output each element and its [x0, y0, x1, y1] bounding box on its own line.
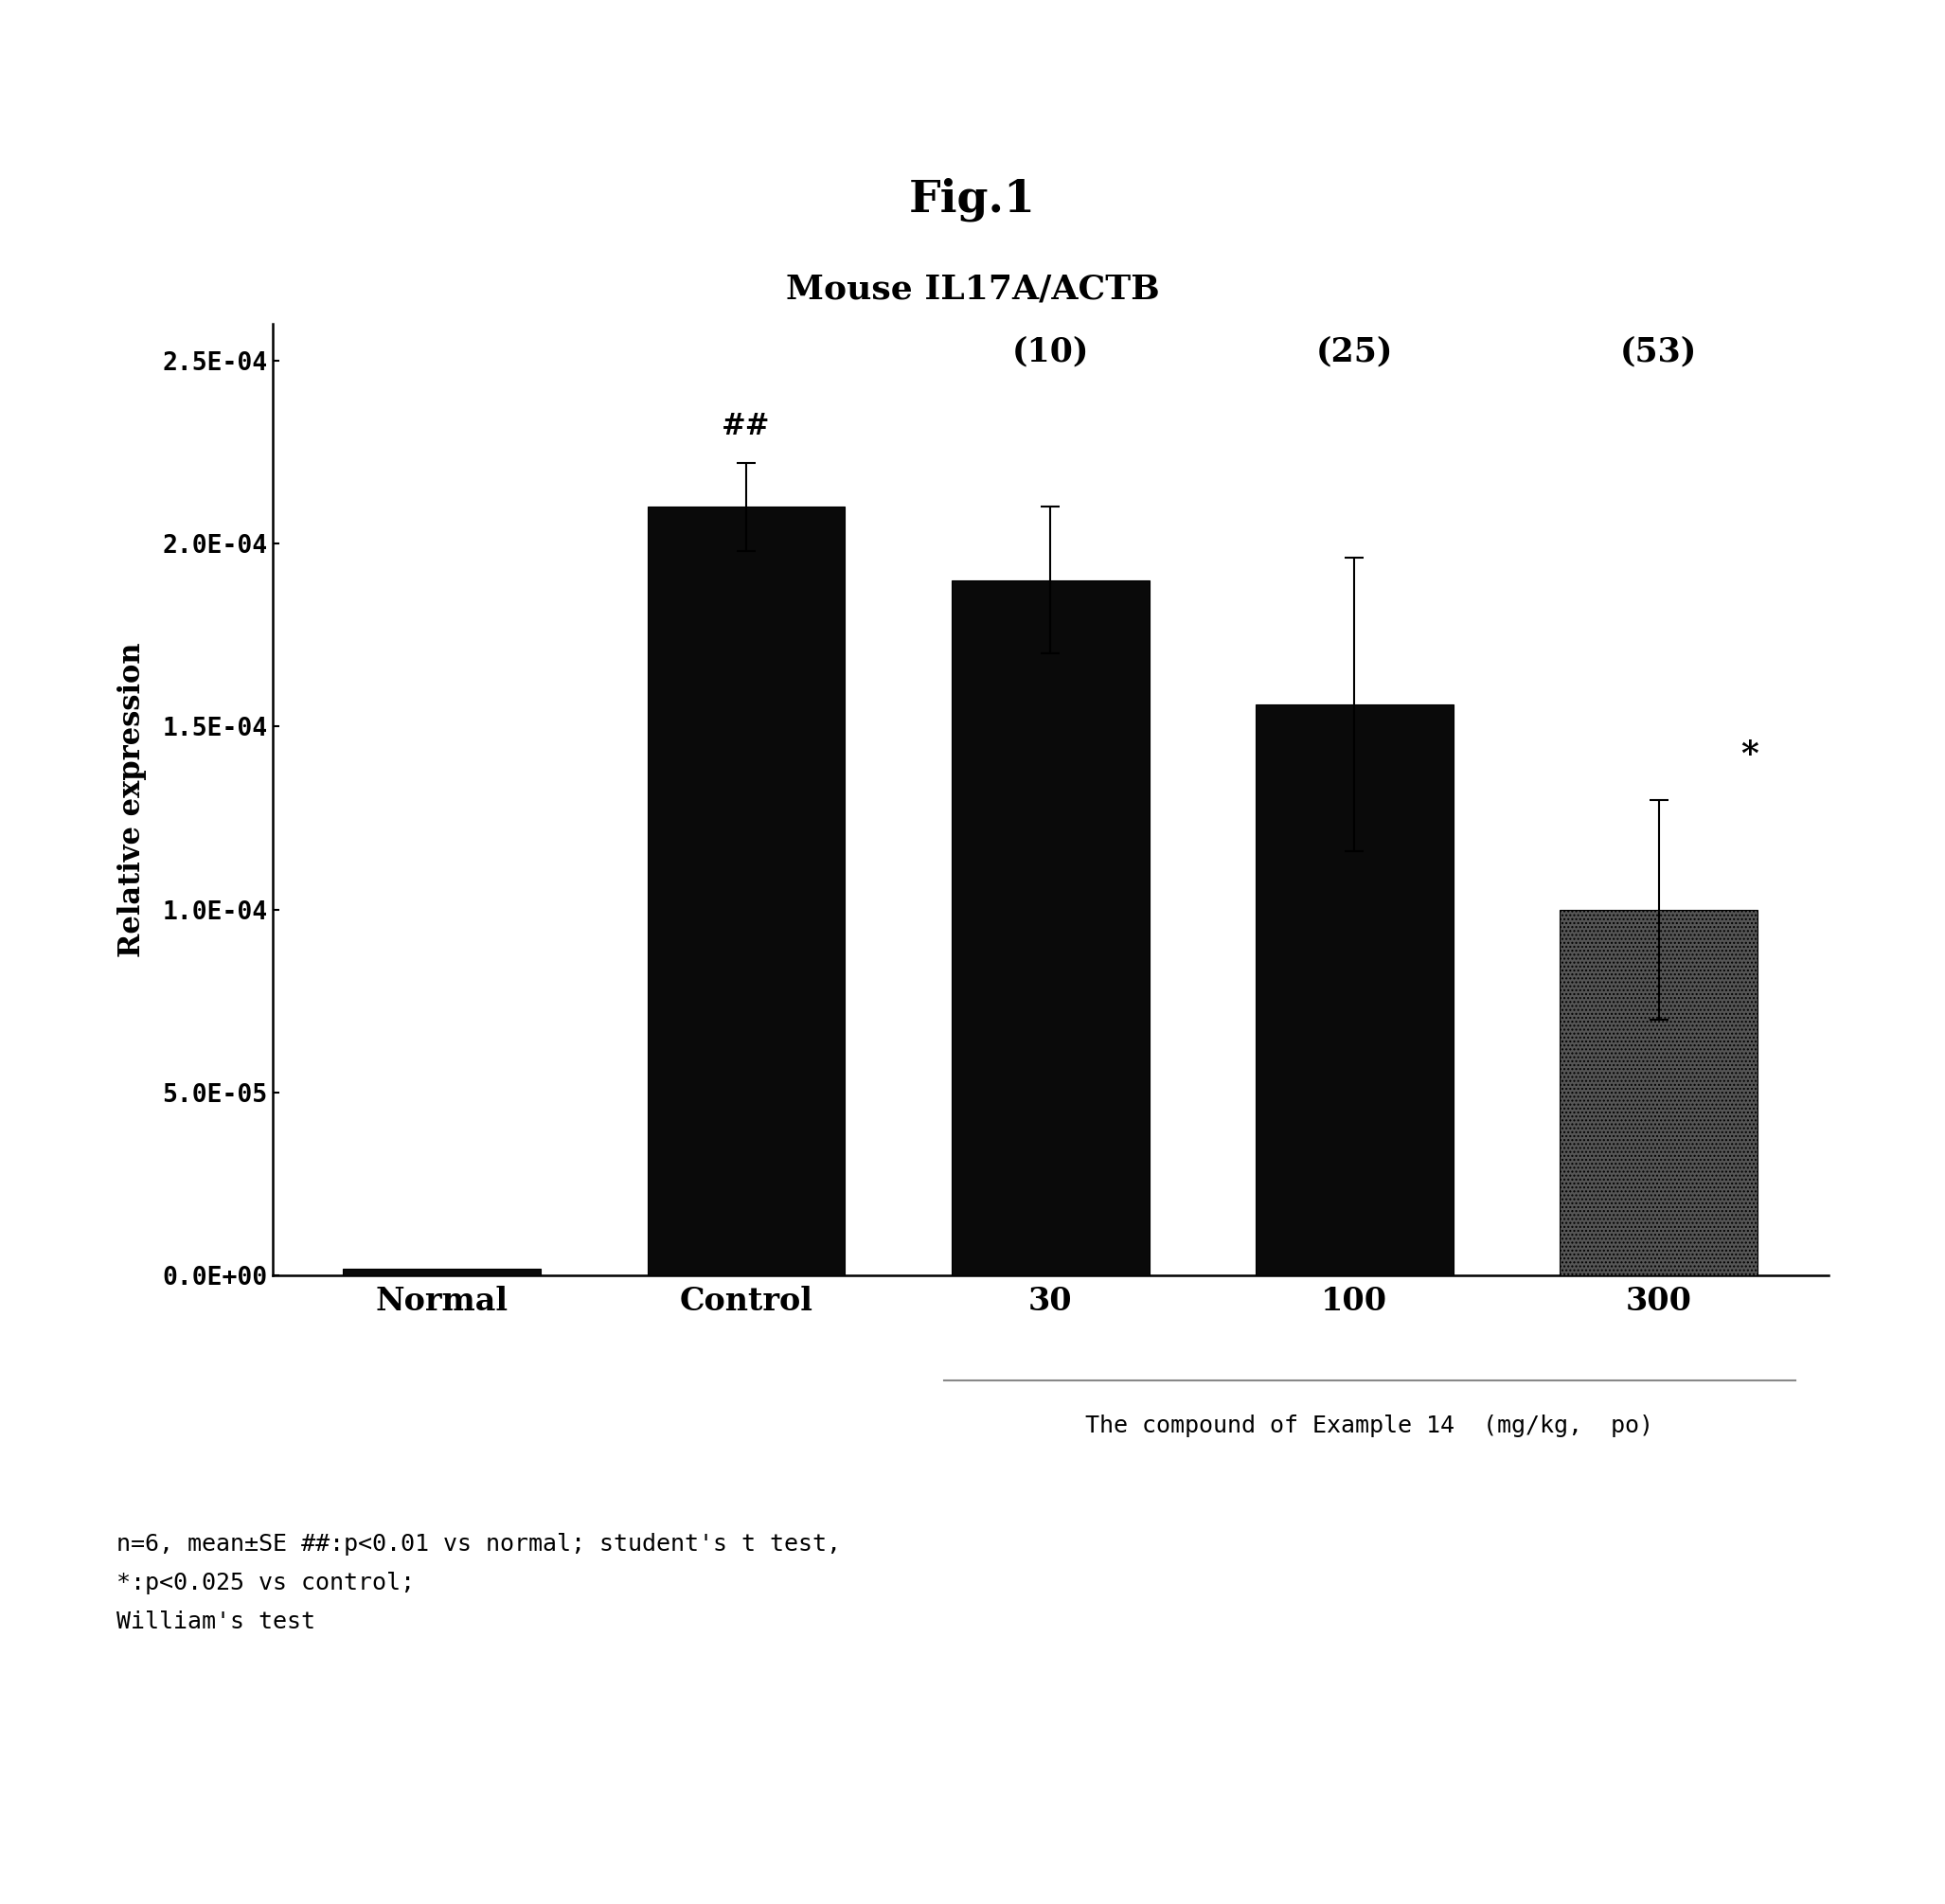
- Text: (25): (25): [1317, 335, 1393, 367]
- Y-axis label: Relative expression: Relative expression: [117, 642, 146, 958]
- Text: Mouse IL17A/ACTB: Mouse IL17A/ACTB: [786, 274, 1159, 305]
- Text: n=6, mean±SE ##:p<0.01 vs normal; student's t test,
*:p<0.025 vs control;
Willia: n=6, mean±SE ##:p<0.01 vs normal; studen…: [117, 1533, 840, 1634]
- Text: *: *: [1741, 739, 1758, 771]
- Text: ##: ##: [722, 411, 770, 442]
- Bar: [648, 506, 844, 1276]
- Bar: [1560, 910, 1758, 1276]
- Bar: [951, 581, 1149, 1276]
- Text: (53): (53): [1620, 335, 1698, 367]
- Text: The compound of Example 14  (mg/kg,  po): The compound of Example 14 (mg/kg, po): [1085, 1415, 1653, 1438]
- Bar: [342, 1268, 541, 1276]
- Bar: [1256, 704, 1453, 1276]
- Text: (10): (10): [1011, 335, 1089, 367]
- Text: Fig.1: Fig.1: [908, 177, 1037, 223]
